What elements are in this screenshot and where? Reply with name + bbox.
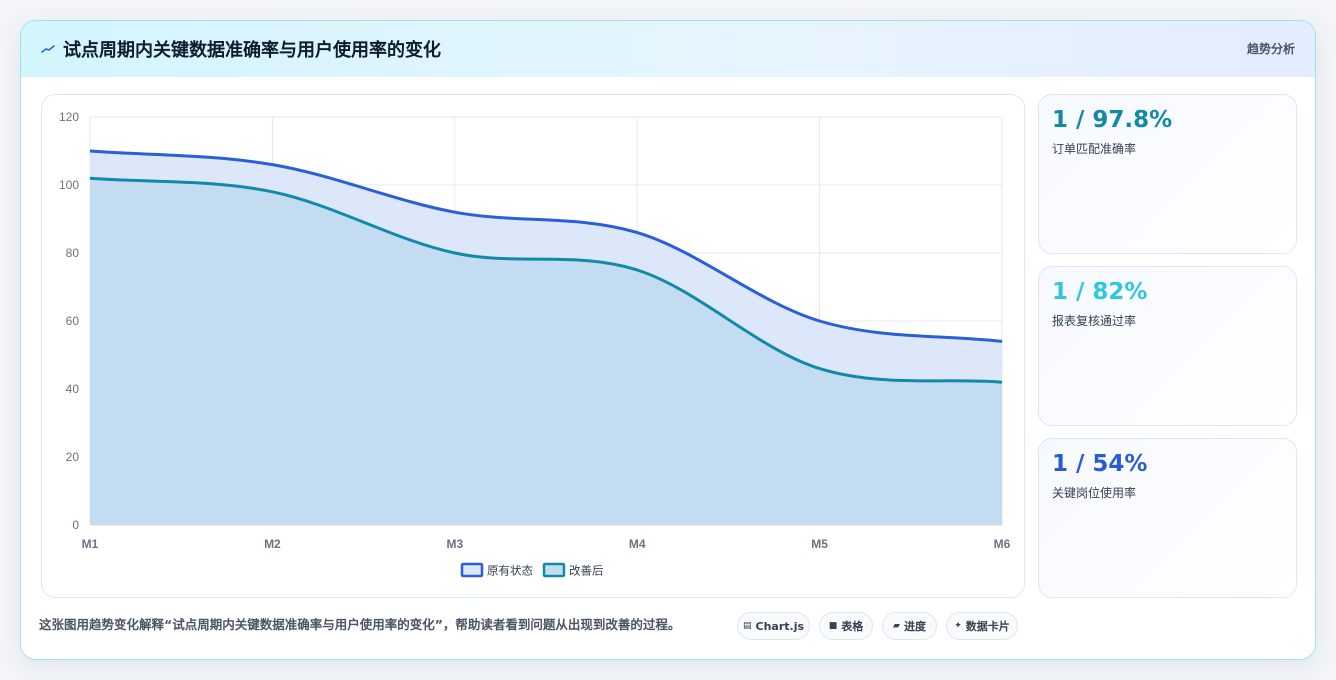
progress-icon: ▰ [893,621,900,631]
series-line-2 [89,176,1003,384]
x-tick-label: M5 [811,537,828,551]
stat-card-report-pass: 1 / 82% 报表复核通过率 [1038,266,1297,426]
y-tick-label: 0 [72,518,79,532]
stat-card-usage-rate: 1 / 54% 关键岗位使用率 [1038,438,1297,598]
stat-label: 报表复核通过率 [1052,314,1137,328]
x-tick-label: M1 [82,537,99,551]
sparkle-icon: ✦ [954,621,962,631]
chip-data-card[interactable]: ✦ 数据卡片 [946,612,1018,640]
x-tick-label: M2 [264,537,281,551]
chip-chartjs[interactable]: ▤ Chart.js [737,612,810,640]
y-tick-label: 20 [66,450,80,464]
page-title: 试点周期内关键数据准确率与用户使用率的变化 [63,40,441,61]
legend-swatch-1 [460,562,484,578]
chart-caption: 这张图用趋势变化解释“试点周期内关键数据准确率与用户使用率的变化”，帮助读者看到… [39,617,681,632]
y-tick-label: 60 [66,314,80,328]
legend-swatch-2 [542,562,566,578]
x-tick-label: M4 [629,537,646,551]
series-area-2 [90,178,1002,525]
stat-value: 1 / 54% [1052,451,1148,477]
table-icon: ■ [828,621,838,631]
y-tick-label: 120 [59,110,79,124]
chart-icon: ▤ [742,621,752,631]
trend-icon [41,45,55,53]
legend-label-2: 改善后 [569,564,604,578]
y-tick-label: 80 [66,246,80,260]
chip-label: Chart.js [755,619,805,633]
chart-panel: 0 20 40 60 80 100 120 M1 M2 M3 M4 M5 M6 原有状态 改善后 [41,94,1025,598]
legend-label-1: 原有状态 [487,564,533,578]
chip-label: 表格 [841,620,864,633]
x-tick-label: M6 [994,537,1011,551]
chip-progress[interactable]: ▰ 进度 [882,612,937,640]
trend-card: 试点周期内关键数据准确率与用户使用率的变化 趋势分析 0 20 40 60 80 100 1… [20,20,1316,660]
chip-table[interactable]: ■ 表格 [819,612,873,640]
analysis-tag: 趋势分析 [1246,42,1295,56]
area-chart: 0 20 40 60 80 100 120 M1 M2 M3 M4 M5 M6 原有状态 改善后 [59,110,1011,578]
series-line-1 [89,149,1003,343]
stat-label: 关键岗位使用率 [1052,486,1137,500]
card-header: 试点周期内关键数据准确率与用户使用率的变化 趋势分析 [21,21,1315,77]
stat-label: 订单匹配准确率 [1052,142,1137,156]
x-tick-label: M3 [446,537,463,551]
y-tick-label: 40 [66,382,80,396]
chip-label: 数据卡片 [965,620,1010,633]
stat-card-order-accuracy: 1 / 97.8% 订单匹配准确率 [1038,94,1297,254]
chip-label: 进度 [903,620,926,633]
stat-value: 1 / 82% [1052,279,1148,305]
stat-value: 1 / 97.8% [1052,107,1173,133]
y-tick-label: 100 [59,178,79,192]
